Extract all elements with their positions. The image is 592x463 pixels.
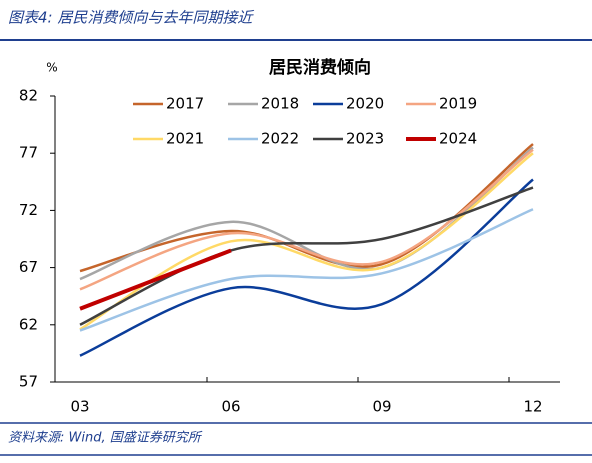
series-line (79, 143, 534, 273)
source: 资料来源: Wind, 国盛证券研究所 (8, 430, 203, 446)
series-line (79, 178, 534, 357)
x-tick-label: 06 (221, 398, 240, 416)
legend-label: 2020 (346, 95, 384, 113)
y-unit: % (46, 61, 57, 75)
legend-label: 2017 (166, 95, 204, 113)
x-tick-label: 12 (523, 398, 542, 416)
x-tick-label: 03 (70, 398, 89, 416)
legend-label: 2019 (439, 95, 477, 113)
y-tick-label: 62 (19, 315, 38, 333)
y-tick-label: 82 (19, 87, 38, 105)
series-line (79, 148, 534, 291)
series-line (79, 186, 534, 326)
y-tick-label: 77 (19, 144, 38, 162)
header: 图表4: 居民消费倾向与去年同期接近 (8, 9, 254, 27)
legend-label: 2018 (261, 95, 299, 113)
y-tick-label: 72 (19, 201, 38, 219)
series-line (79, 248, 232, 311)
y-tick-label: 57 (19, 373, 38, 391)
x-tick-label: 09 (372, 398, 391, 416)
legend-label: 2024 (439, 130, 477, 148)
series-line (79, 208, 534, 332)
chart-title: 居民消费倾向 (269, 57, 371, 78)
y-tick-label: 67 (19, 258, 38, 276)
legend-label: 2023 (346, 130, 384, 148)
legend-label: 2022 (261, 130, 299, 148)
legend-label: 2021 (166, 130, 204, 148)
